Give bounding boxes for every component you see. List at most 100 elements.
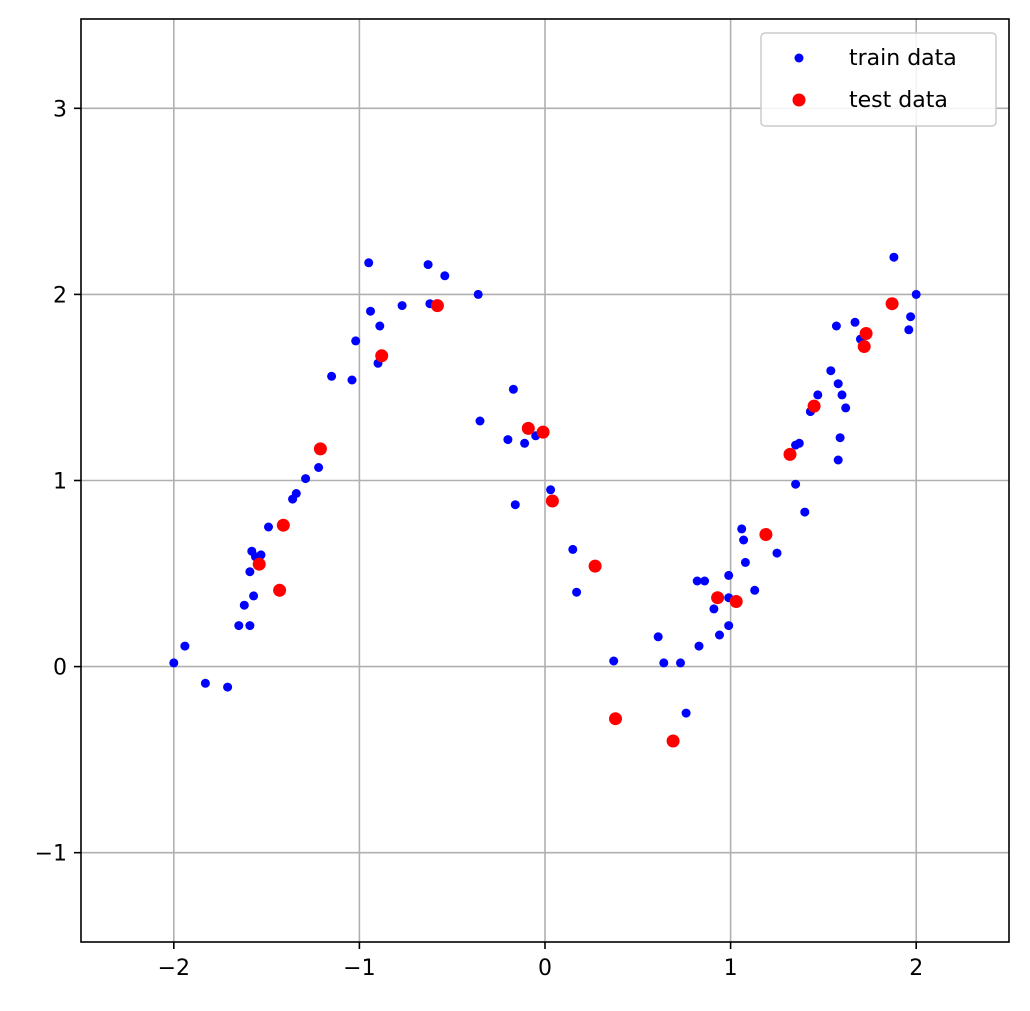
train-data-point <box>833 379 843 389</box>
train-data-point <box>841 403 851 413</box>
legend-box <box>760 32 997 127</box>
train-data-point <box>889 252 899 262</box>
train-data-point <box>440 271 450 281</box>
plot-frame <box>80 18 1010 943</box>
train-data-point <box>256 550 266 560</box>
test-data-point <box>276 518 290 532</box>
test-data-point <box>545 494 559 508</box>
train-data-point <box>397 301 407 311</box>
legend-marker-test <box>792 93 806 107</box>
train-data-point <box>609 656 619 666</box>
train-data-point <box>676 658 685 668</box>
test-data-point <box>859 327 873 340</box>
train-data-point <box>694 641 704 651</box>
y-tick-label: −1 <box>35 842 67 867</box>
train-data-point <box>245 621 255 631</box>
train-data-point <box>291 489 301 498</box>
train-data-point <box>653 632 663 642</box>
y-tick-label: 2 <box>53 283 67 308</box>
test-data-series <box>252 297 899 748</box>
train-data-point <box>826 366 836 376</box>
train-data-point <box>850 317 860 327</box>
test-data-point <box>536 425 550 439</box>
train-data-point <box>709 604 719 614</box>
test-data-point <box>313 442 327 456</box>
x-tick-label: 0 <box>538 956 552 981</box>
test-data-point <box>857 340 871 353</box>
test-data-point <box>375 349 389 363</box>
test-data-point <box>885 297 899 311</box>
train-data-point <box>364 258 374 268</box>
train-data-point <box>366 306 375 316</box>
train-data-point <box>223 682 233 692</box>
train-data-point <box>906 312 916 322</box>
train-data-point <box>813 390 823 400</box>
grid-lines <box>81 19 1009 942</box>
test-data-point <box>711 591 725 605</box>
train-data-point <box>750 585 760 595</box>
train-data-point <box>835 433 845 443</box>
train-data-point <box>264 522 273 532</box>
train-data-point <box>347 375 357 385</box>
train-data-point <box>234 621 244 631</box>
test-data-point <box>252 557 266 571</box>
x-tick-label: 1 <box>724 956 738 981</box>
train-data-point <box>301 474 311 484</box>
train-data-point <box>568 544 578 554</box>
train-data-point <box>375 321 385 331</box>
train-data-point <box>737 524 747 534</box>
train-data-point <box>475 416 485 426</box>
test-data-point <box>666 734 680 748</box>
train-data-point <box>423 260 433 270</box>
test-data-point <box>783 447 797 461</box>
train-data-point <box>572 587 582 597</box>
train-data-series <box>169 252 921 718</box>
x-tick-label: −1 <box>343 956 375 981</box>
train-data-point <box>473 289 483 299</box>
train-data-point <box>831 321 841 331</box>
train-data-point <box>245 567 255 577</box>
test-data-point <box>729 595 743 608</box>
train-data-point <box>791 479 801 489</box>
train-data-point <box>503 435 513 445</box>
train-data-point <box>239 600 249 610</box>
train-data-point <box>169 658 179 668</box>
train-data-point <box>327 371 337 381</box>
test-data-point <box>807 399 821 413</box>
train-data-point <box>794 438 804 448</box>
train-data-point <box>659 658 669 668</box>
train-data-point <box>772 548 782 558</box>
train-data-point <box>351 336 361 346</box>
train-data-point <box>180 641 190 651</box>
test-data-point <box>609 712 622 726</box>
legend-label-test: test data <box>849 88 948 113</box>
legend: train data test data <box>760 32 997 127</box>
train-data-point <box>508 384 518 394</box>
train-data-point <box>833 455 843 465</box>
test-data-point <box>521 421 535 435</box>
data-points <box>169 252 921 748</box>
train-data-point <box>314 463 324 472</box>
test-data-point <box>588 559 602 573</box>
x-tick-label: −2 <box>158 956 190 981</box>
train-data-point <box>700 576 710 586</box>
train-data-point <box>715 630 724 640</box>
axis-ticks: −2 −1 0 1 2 −1 0 1 2 3 <box>35 97 924 981</box>
train-data-point <box>546 485 556 495</box>
train-data-point <box>200 678 210 688</box>
train-data-point <box>837 390 847 400</box>
train-data-point <box>739 535 749 545</box>
train-data-point <box>724 570 734 580</box>
y-tick-label: 3 <box>53 97 67 122</box>
legend-marker-train <box>794 53 804 63</box>
train-data-point <box>724 621 734 631</box>
train-data-point <box>510 500 520 510</box>
train-data-point <box>692 576 702 586</box>
train-data-point <box>740 557 750 567</box>
test-data-point <box>273 583 287 597</box>
train-data-point <box>681 708 691 718</box>
train-data-point <box>904 325 914 335</box>
test-data-point <box>759 528 773 541</box>
y-tick-label: 0 <box>53 656 67 681</box>
